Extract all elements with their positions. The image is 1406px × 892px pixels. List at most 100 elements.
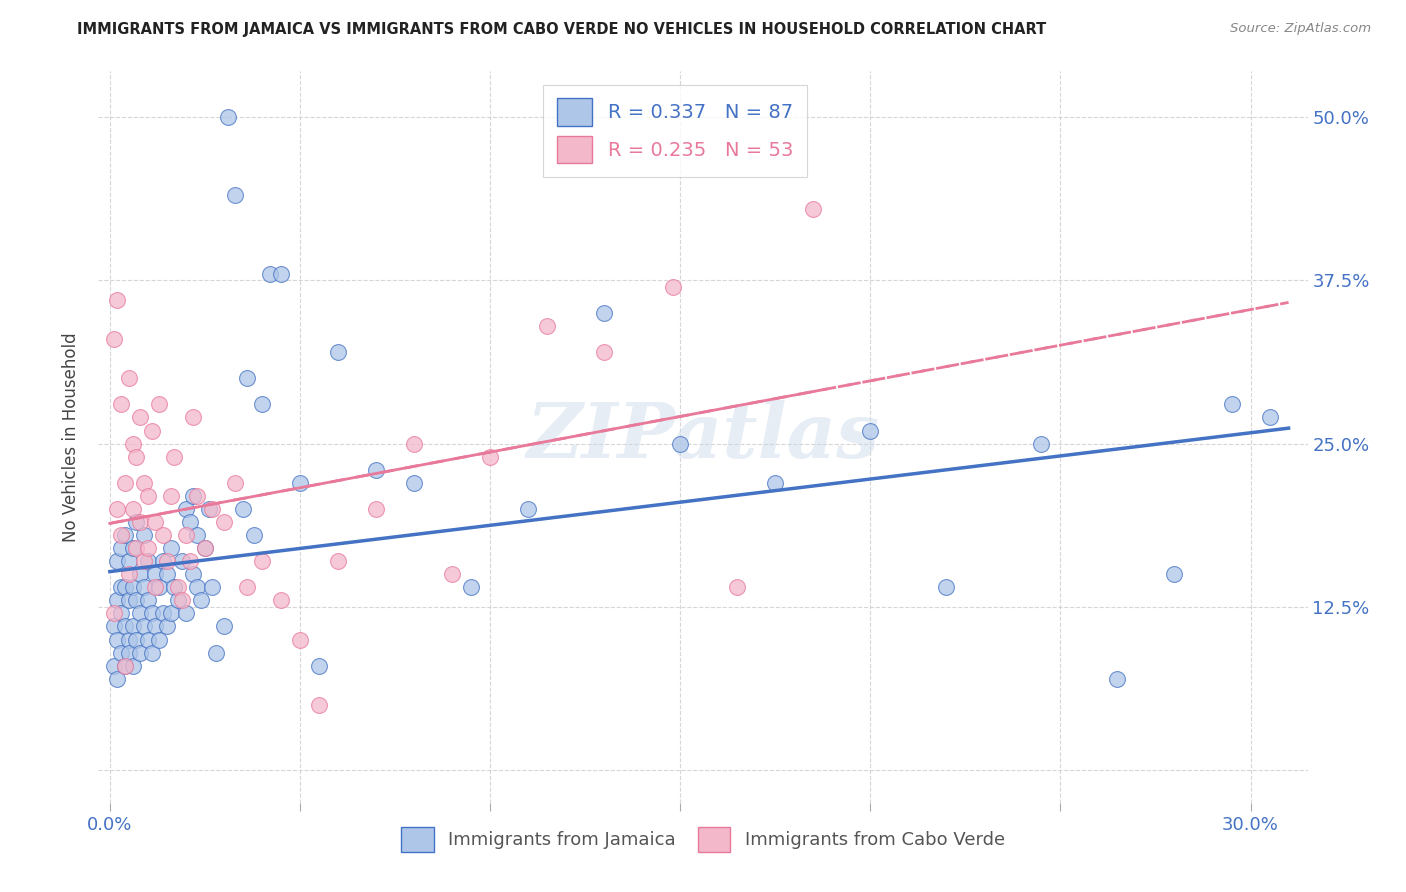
Point	[288, 475, 311, 490]
Point	[156, 554, 179, 568]
Point	[114, 619, 136, 633]
Point	[288, 632, 311, 647]
Point	[1258, 410, 1281, 425]
Point	[235, 371, 257, 385]
Point	[136, 541, 159, 555]
Point	[107, 632, 129, 647]
Point	[156, 619, 179, 633]
Point	[156, 567, 179, 582]
Point	[183, 489, 205, 503]
Point	[661, 280, 683, 294]
Point	[114, 658, 136, 673]
Point	[232, 502, 254, 516]
Point	[136, 632, 159, 647]
Point	[174, 607, 197, 621]
Point	[121, 436, 143, 450]
Text: ZIPatlas: ZIPatlas	[526, 401, 880, 474]
Point	[326, 345, 349, 359]
Point	[441, 567, 464, 582]
Point	[148, 580, 170, 594]
Text: Source: ZipAtlas.com: Source: ZipAtlas.com	[1230, 22, 1371, 36]
Point	[197, 502, 219, 516]
Point	[129, 607, 152, 621]
Point	[141, 424, 163, 438]
Point	[152, 554, 174, 568]
Point	[107, 554, 129, 568]
Point	[136, 554, 159, 568]
Point	[145, 515, 167, 529]
Point	[159, 607, 181, 621]
Point	[132, 475, 155, 490]
Point	[460, 580, 482, 594]
Point	[129, 515, 152, 529]
Point	[129, 646, 152, 660]
Point	[110, 528, 132, 542]
Point	[183, 410, 205, 425]
Point	[801, 202, 824, 216]
Point	[224, 188, 246, 202]
Point	[270, 267, 292, 281]
Point	[103, 619, 125, 633]
Point	[136, 593, 159, 607]
Point	[725, 580, 748, 594]
Point	[186, 489, 208, 503]
Point	[118, 646, 141, 660]
Point	[121, 502, 143, 516]
Point	[170, 593, 193, 607]
Point	[308, 658, 330, 673]
Point	[243, 528, 266, 542]
Point	[114, 580, 136, 594]
Legend: Immigrants from Jamaica, Immigrants from Cabo Verde: Immigrants from Jamaica, Immigrants from…	[394, 820, 1012, 860]
Point	[121, 541, 143, 555]
Point	[217, 110, 239, 124]
Point	[186, 528, 208, 542]
Point	[270, 593, 292, 607]
Point	[110, 397, 132, 411]
Point	[107, 593, 129, 607]
Point	[118, 567, 141, 582]
Point	[859, 424, 882, 438]
Point	[250, 397, 273, 411]
Point	[159, 489, 181, 503]
Point	[593, 345, 616, 359]
Point	[593, 306, 616, 320]
Point	[125, 593, 148, 607]
Point	[201, 502, 224, 516]
Point	[121, 658, 143, 673]
Point	[163, 580, 186, 594]
Point	[1031, 436, 1053, 450]
Point	[141, 646, 163, 660]
Point	[132, 528, 155, 542]
Point	[103, 332, 125, 346]
Point	[250, 554, 273, 568]
Y-axis label: No Vehicles in Household: No Vehicles in Household	[62, 332, 80, 542]
Point	[114, 658, 136, 673]
Point	[118, 371, 141, 385]
Point	[364, 463, 387, 477]
Point	[107, 502, 129, 516]
Point	[132, 619, 155, 633]
Point	[517, 502, 540, 516]
Point	[194, 541, 217, 555]
Point	[212, 515, 235, 529]
Point	[114, 475, 136, 490]
Point	[170, 554, 193, 568]
Point	[132, 554, 155, 568]
Point	[179, 515, 201, 529]
Point	[179, 554, 201, 568]
Point	[402, 436, 425, 450]
Point	[224, 475, 246, 490]
Point	[121, 580, 143, 594]
Point	[118, 554, 141, 568]
Point	[159, 541, 181, 555]
Point	[235, 580, 257, 594]
Point	[141, 607, 163, 621]
Point	[145, 567, 167, 582]
Point	[174, 528, 197, 542]
Point	[167, 593, 190, 607]
Point	[205, 646, 228, 660]
Point	[194, 541, 217, 555]
Point	[201, 580, 224, 594]
Point	[308, 698, 330, 712]
Point	[163, 450, 186, 464]
